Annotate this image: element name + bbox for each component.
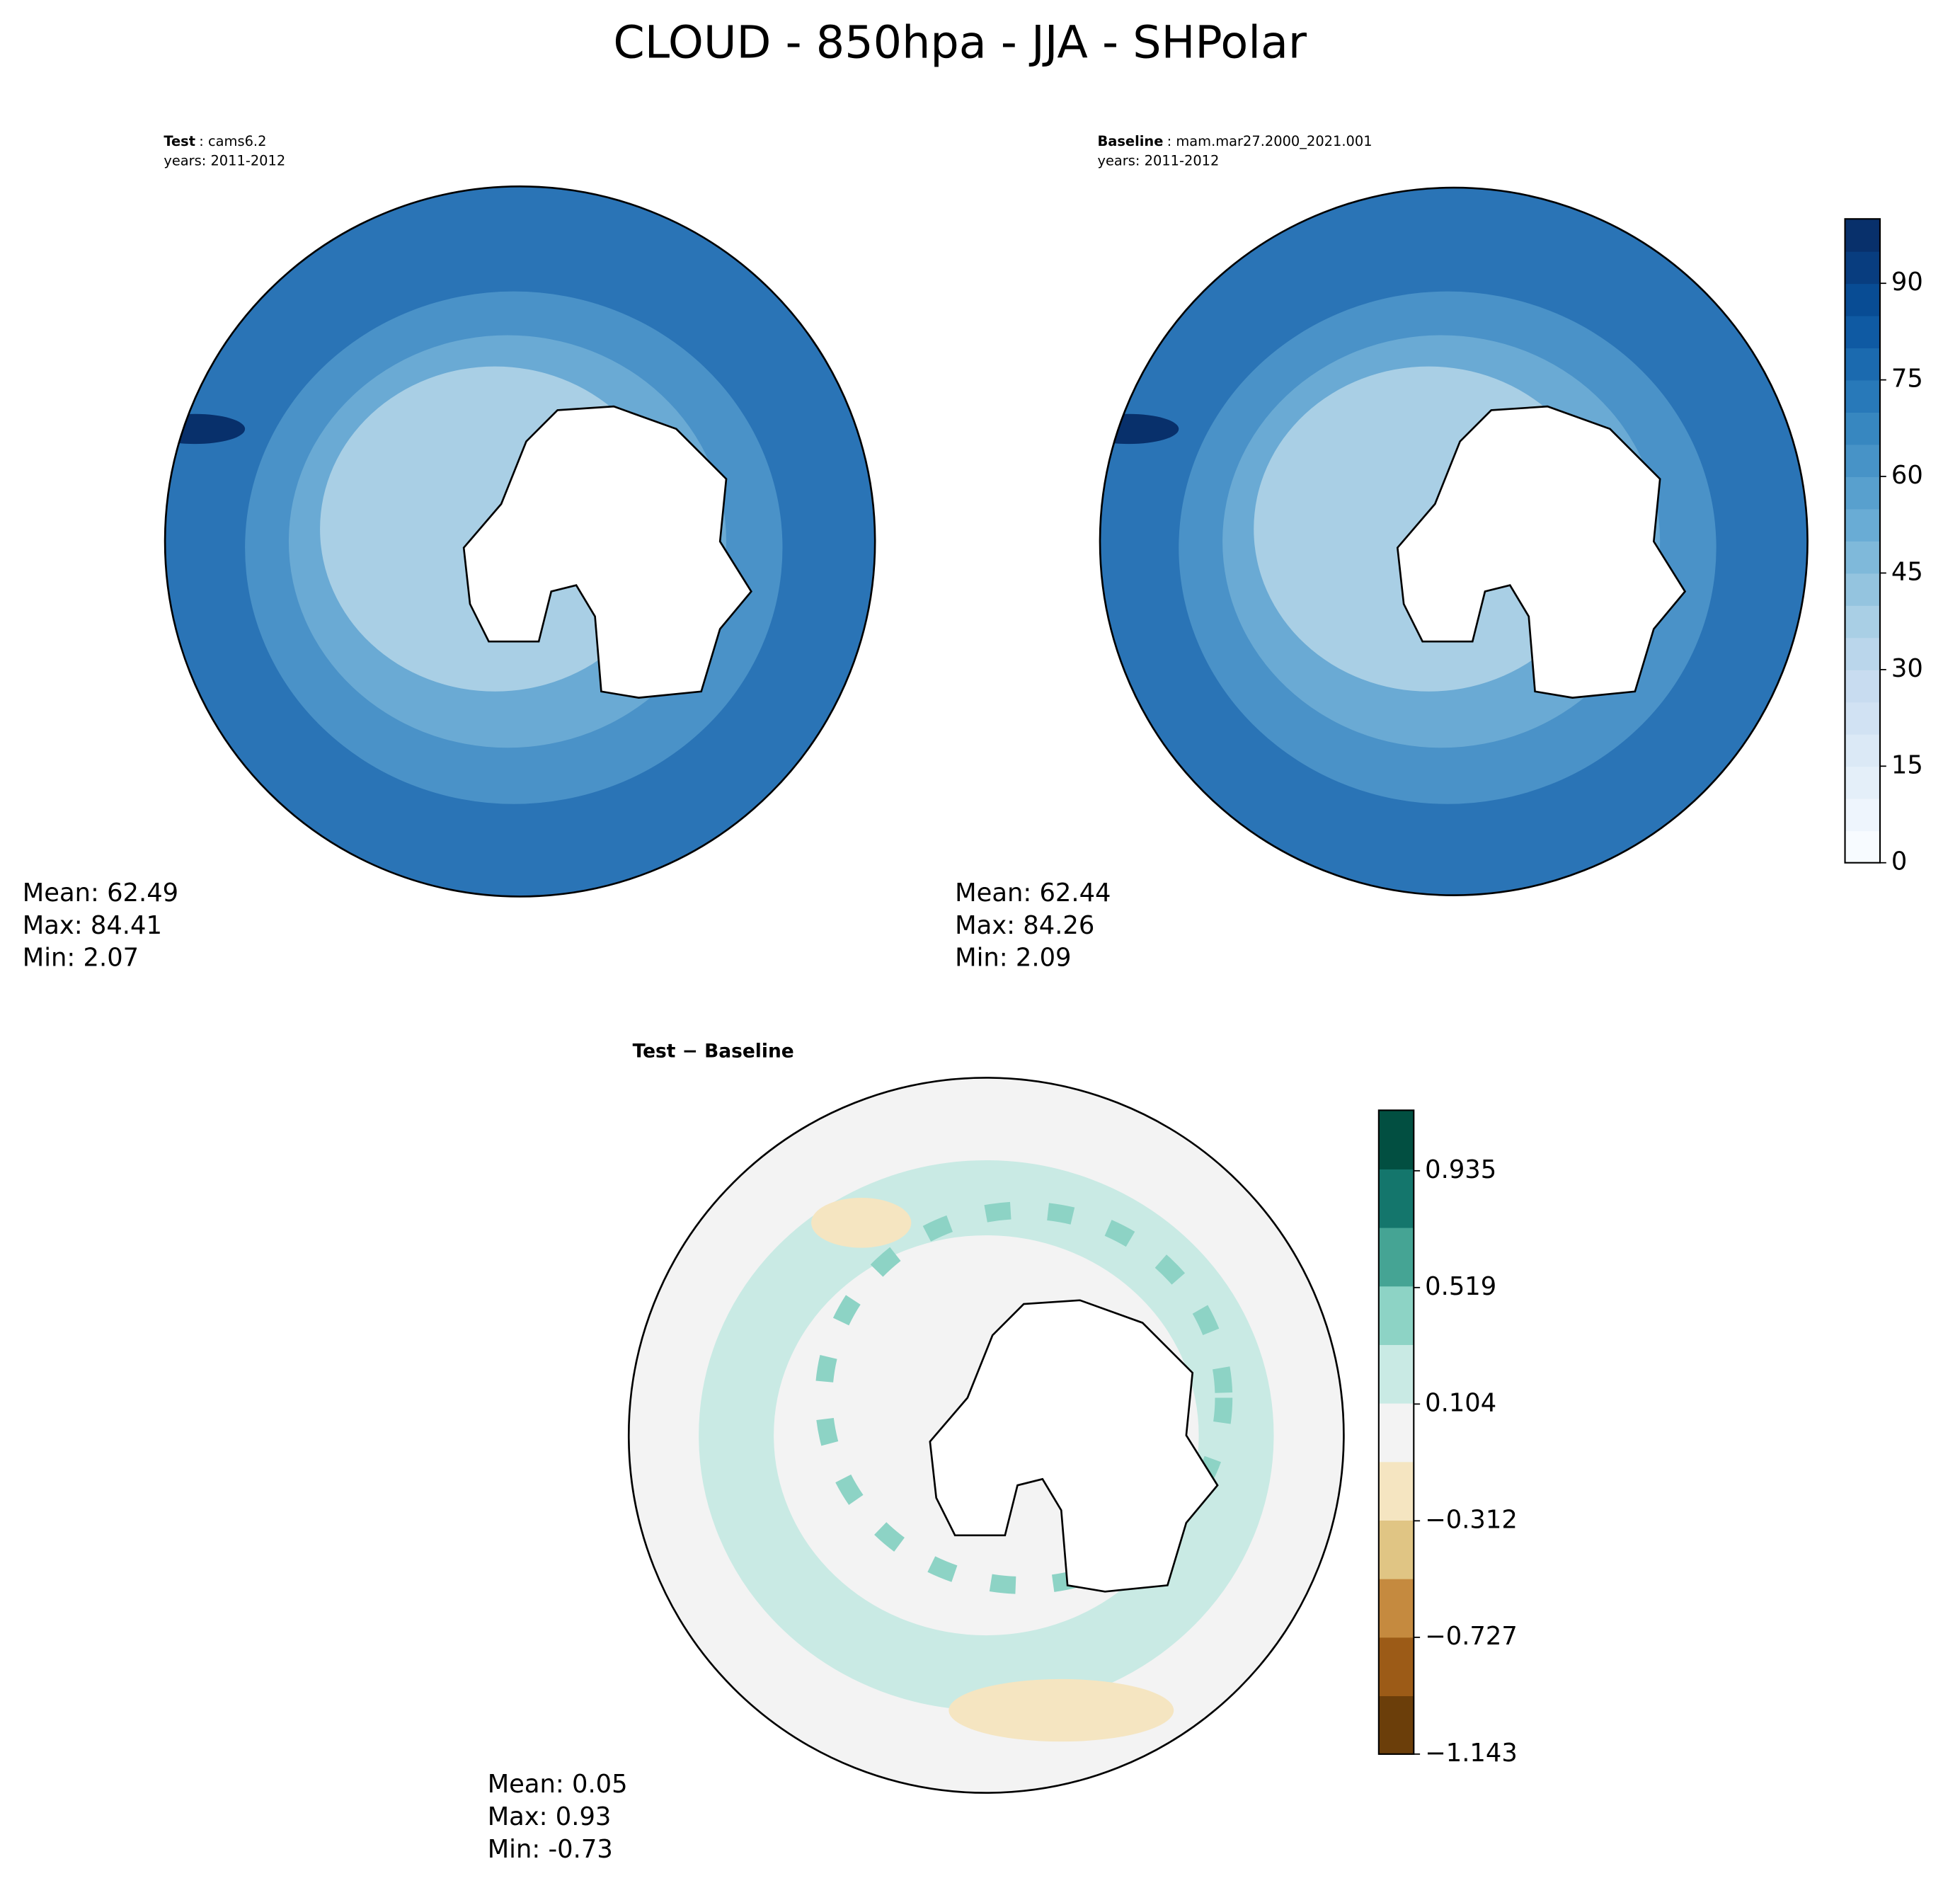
case-name: : mam.mar27.2000_2021.001	[1167, 132, 1372, 149]
colorbar-level	[1845, 573, 1880, 606]
colorbar-tick-label: −1.143	[1425, 1739, 1518, 1768]
colorbar-level	[1845, 412, 1880, 445]
panel-name: Test − Baseline	[633, 1040, 794, 1062]
map-border	[164, 185, 876, 898]
panel-name: Test	[164, 132, 195, 149]
colorbar-level	[1845, 379, 1880, 413]
colorbar-tick-label: 15	[1891, 750, 1923, 779]
colorbar-tick-label: 30	[1891, 654, 1923, 683]
colorbar-level	[1845, 219, 1880, 252]
panel-stat: Max: 84.41	[23, 911, 162, 940]
colorbar-level	[1845, 444, 1880, 477]
antarctica	[929, 1299, 1219, 1593]
panel-years: years: 2011-2012	[164, 153, 285, 169]
colorbar-level	[1378, 1637, 1414, 1697]
colorbar-level	[1845, 605, 1880, 639]
colorbar-level	[1378, 1110, 1414, 1169]
colorbar-level	[1845, 733, 1880, 767]
colorbar-level	[1845, 251, 1880, 285]
colorbar-tick-label: −0.727	[1425, 1622, 1518, 1651]
colorbar-level	[1378, 1695, 1414, 1755]
colorbar-level	[1845, 348, 1880, 381]
colorbar-level	[1378, 1169, 1414, 1228]
colorbar-level	[1378, 1520, 1414, 1579]
panel-stat: Min: 2.07	[23, 944, 139, 973]
colorbar-level	[1845, 315, 1880, 349]
panel-stat: Mean: 62.44	[955, 879, 1111, 908]
figure-title: CLOUD - 850hpa - JJA - SHPolar	[613, 16, 1307, 68]
colorbar-level	[1378, 1461, 1414, 1521]
colorbar-tick-label: 0.519	[1425, 1272, 1496, 1301]
colorbar-tick-label: 60	[1891, 461, 1923, 490]
colorbar-tick-label: 90	[1891, 268, 1923, 297]
colorbar-level	[1378, 1344, 1414, 1404]
panel-name: Baseline	[1097, 132, 1163, 149]
antarctica	[1396, 405, 1687, 699]
antarctica	[462, 405, 752, 699]
colorbar-level	[1845, 669, 1880, 703]
colorbar-tick-label: 45	[1891, 557, 1923, 586]
map-panel	[1100, 188, 1808, 896]
colorbar-level	[1378, 1286, 1414, 1345]
panel-stat: Max: 84.26	[955, 911, 1094, 940]
diff-band	[949, 1678, 1174, 1742]
panel-years: years: 2011-2012	[1097, 153, 1219, 169]
colorbar-level	[1845, 540, 1880, 574]
map-panel	[165, 186, 876, 897]
map-border	[1099, 186, 1809, 896]
field-band	[165, 413, 246, 445]
colorbar-level	[1378, 1578, 1414, 1638]
panel-stat: Mean: 62.49	[23, 879, 178, 908]
colorbar-tick-label: 0	[1891, 847, 1907, 876]
colorbar-tick-label: 75	[1891, 365, 1923, 394]
colorbar-tick-label: 0.935	[1425, 1155, 1496, 1184]
panel-stat: Min: 2.09	[955, 944, 1071, 973]
colorbar-level	[1845, 476, 1880, 510]
colorbar-level	[1378, 1402, 1414, 1463]
colorbar-level	[1378, 1227, 1414, 1287]
panel-label: Test: cams6.2	[164, 132, 266, 149]
colorbar-level	[1845, 508, 1880, 542]
colorbar-level	[1845, 283, 1880, 316]
panel-stat: Max: 0.93	[488, 1802, 612, 1831]
colorbar-level	[1845, 830, 1880, 864]
field-band	[1100, 413, 1179, 445]
case-name: : cams6.2	[199, 132, 266, 149]
diff-band	[811, 1197, 912, 1248]
colorbar-level	[1845, 637, 1880, 670]
colorbar-frame	[1844, 218, 1881, 864]
colorbar-frame	[1377, 1109, 1415, 1755]
panel-stat: Mean: 0.05	[488, 1770, 628, 1799]
map-panel	[629, 1077, 1344, 1793]
diff-band	[699, 1160, 1274, 1711]
panel-stat: Min: -0.73	[488, 1835, 613, 1864]
colorbar-tick-label: 0.104	[1425, 1388, 1496, 1417]
panel-label: Baseline: mam.mar27.2000_2021.001	[1097, 132, 1372, 149]
colorbar-level	[1845, 702, 1880, 735]
diff-band	[815, 1201, 1233, 1594]
colorbar-tick-label: −0.312	[1425, 1505, 1518, 1534]
colorbar-level	[1845, 766, 1880, 799]
map-border	[627, 1077, 1345, 1794]
colorbar-level	[1845, 798, 1880, 832]
panel-label: Test − Baseline	[633, 1040, 794, 1062]
